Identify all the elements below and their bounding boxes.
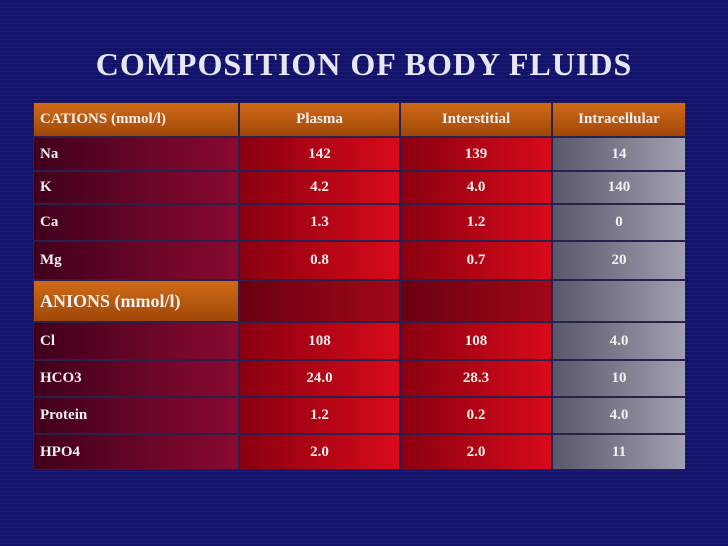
table-cell: 10 xyxy=(552,360,686,397)
table-cell: 2.0 xyxy=(400,434,552,470)
table-cell: 14 xyxy=(552,137,686,171)
table-cell: 108 xyxy=(400,322,552,360)
table-cell: 4.0 xyxy=(552,322,686,360)
table-cell: 4.0 xyxy=(552,397,686,434)
table-cell: 24.0 xyxy=(239,360,400,397)
table-cell: HPO4 xyxy=(33,434,239,470)
table-cell: 20 xyxy=(552,241,686,280)
table-cell: Cl xyxy=(33,322,239,360)
table-cell: HCO3 xyxy=(33,360,239,397)
table-cell: 11 xyxy=(552,434,686,470)
table-cell xyxy=(400,280,552,322)
table-cell: 0.8 xyxy=(239,241,400,280)
table-cell: 2.0 xyxy=(239,434,400,470)
table-cell: 1.2 xyxy=(239,397,400,434)
table-cell: 0.7 xyxy=(400,241,552,280)
table-cell: 1.3 xyxy=(239,204,400,241)
table-cell: 140 xyxy=(552,171,686,204)
table-cell: Ca xyxy=(33,204,239,241)
table-cell: 1.2 xyxy=(400,204,552,241)
table-cell: 108 xyxy=(239,322,400,360)
table-cell xyxy=(239,280,400,322)
table-cell: 142 xyxy=(239,137,400,171)
table-cell xyxy=(552,280,686,322)
table-cell: Na xyxy=(33,137,239,171)
table-cell: 4.0 xyxy=(400,171,552,204)
table-cell: Plasma xyxy=(239,102,400,137)
table-cell: Intracellular xyxy=(552,102,686,137)
table-cell: Protein xyxy=(33,397,239,434)
table-cell: Mg xyxy=(33,241,239,280)
table-cell: 0.2 xyxy=(400,397,552,434)
table-cell: CATIONS (mmol/l) xyxy=(33,102,239,137)
table-cell: 28.3 xyxy=(400,360,552,397)
table-cell: K xyxy=(33,171,239,204)
table-cell: 4.2 xyxy=(239,171,400,204)
table-cell: ANIONS (mmol/l) xyxy=(33,280,239,322)
slide-title: COMPOSITION OF BODY FLUIDS xyxy=(95,46,633,82)
table-cell: Interstitial xyxy=(400,102,552,137)
table-cell: 139 xyxy=(400,137,552,171)
table-cell: 0 xyxy=(552,204,686,241)
